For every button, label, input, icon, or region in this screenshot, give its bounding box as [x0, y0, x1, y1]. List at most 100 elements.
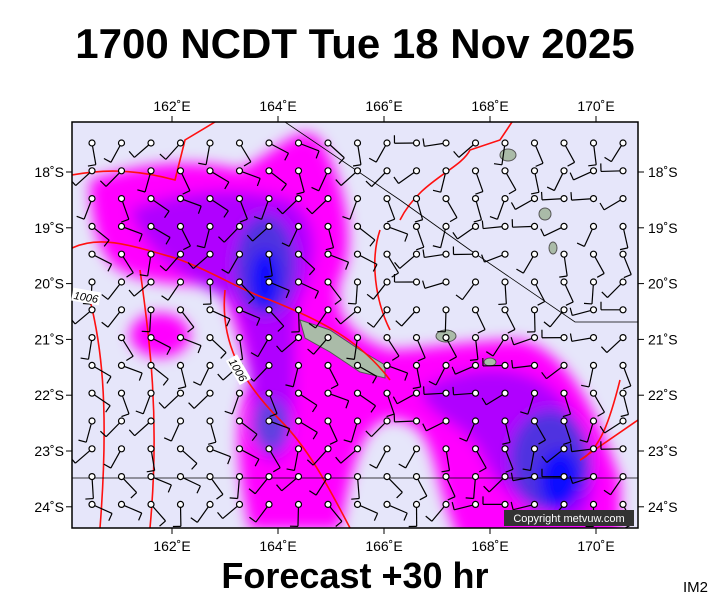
barb-flag	[352, 164, 362, 167]
barb-station	[206, 389, 214, 397]
barb-station	[471, 473, 480, 481]
barb-station	[619, 445, 627, 453]
barb-staff	[394, 420, 417, 423]
barb-staff	[268, 170, 287, 185]
lat-label: 18˚S	[34, 164, 64, 180]
barb-staff	[492, 337, 506, 357]
barb-flag	[342, 215, 351, 220]
barb-flag	[473, 219, 482, 223]
barb-station	[501, 250, 509, 258]
barb-station	[442, 139, 450, 147]
title: 1700 NCDT Tue 18 Nov 2025	[75, 20, 634, 67]
barb-staff	[356, 476, 360, 499]
barb-staff	[583, 226, 595, 247]
barb-station	[530, 306, 539, 314]
barb-station	[530, 389, 539, 397]
barb-flag	[285, 384, 294, 388]
barb-station	[383, 306, 391, 314]
barb-staff	[281, 476, 299, 492]
barb-flag	[620, 413, 629, 418]
barb-flag	[306, 459, 314, 466]
barb-staff	[474, 170, 484, 192]
barb-flag	[105, 405, 111, 413]
barb-staff	[606, 337, 624, 353]
barb-flag	[398, 463, 406, 469]
barb-station	[235, 500, 244, 508]
barb-flag	[481, 220, 484, 229]
barb-station	[294, 417, 303, 425]
barb-staff	[91, 253, 112, 265]
barb-staff	[222, 503, 240, 520]
barb-station	[206, 445, 214, 453]
barb-station	[206, 306, 214, 314]
barb-flag	[314, 290, 320, 299]
barb-flag	[538, 439, 546, 445]
barb-staff	[423, 392, 447, 395]
barb-station	[560, 361, 568, 369]
barb-staff	[164, 392, 181, 409]
barb-flag	[80, 357, 89, 360]
barb-flag	[392, 396, 398, 405]
barb-station	[117, 417, 126, 425]
barb-station	[501, 222, 509, 230]
barb-staff	[107, 281, 122, 300]
barb-station	[294, 389, 303, 397]
barb-station	[442, 250, 450, 258]
barb-staff	[179, 170, 191, 191]
barb-flag	[182, 190, 191, 195]
barb-flag	[306, 207, 313, 215]
barb-station	[530, 473, 539, 481]
barb-station	[412, 278, 421, 286]
barb-flag	[128, 289, 135, 297]
barb-flag	[272, 467, 281, 473]
barb-station	[235, 334, 244, 342]
barb-staff	[165, 142, 181, 160]
barb-flag	[198, 162, 207, 166]
barb-staff	[504, 309, 516, 330]
barb-station	[206, 500, 214, 508]
barb-flag	[253, 216, 262, 220]
barb-flag	[459, 437, 467, 442]
barb-flag	[162, 378, 169, 386]
barb-staff	[170, 420, 182, 442]
barb-flag	[483, 485, 490, 493]
barb-flag	[537, 300, 545, 306]
barb-flag	[510, 501, 514, 510]
barb-staff	[435, 365, 447, 386]
barb-flag	[417, 357, 426, 362]
barb-station	[471, 250, 480, 258]
barb-station	[176, 278, 185, 286]
barb-flag	[485, 351, 494, 357]
barb-staff	[239, 420, 258, 435]
barb-station	[294, 222, 303, 230]
barb-flag	[311, 186, 320, 192]
barb-staff	[504, 281, 507, 304]
barb-station	[589, 250, 598, 258]
barb-flag	[570, 192, 573, 201]
barb-station	[619, 250, 627, 258]
barb-station	[383, 417, 391, 425]
barb-flag	[307, 348, 315, 355]
barb-staff	[205, 142, 211, 165]
barb-staff	[444, 309, 447, 332]
barb-staff	[105, 170, 122, 187]
barb-staff	[75, 170, 93, 187]
barb-station	[619, 334, 627, 342]
barb-staff	[355, 281, 359, 304]
barb-station	[206, 278, 214, 286]
barb-flag	[223, 210, 229, 218]
barb-staff	[592, 253, 605, 274]
isobar-label: 1006	[71, 287, 102, 306]
barb-station	[235, 278, 244, 286]
barb-station	[235, 250, 244, 258]
barb-station	[589, 195, 598, 203]
barb-station	[294, 306, 303, 314]
barb-staff	[313, 337, 329, 355]
barb-flag	[540, 228, 545, 237]
barb-flag	[99, 430, 107, 438]
barb-flag	[218, 236, 225, 243]
lat-label: 23˚S	[34, 443, 64, 459]
barb-station	[324, 306, 332, 314]
barb-station	[589, 389, 598, 397]
barb-staff	[91, 476, 94, 499]
